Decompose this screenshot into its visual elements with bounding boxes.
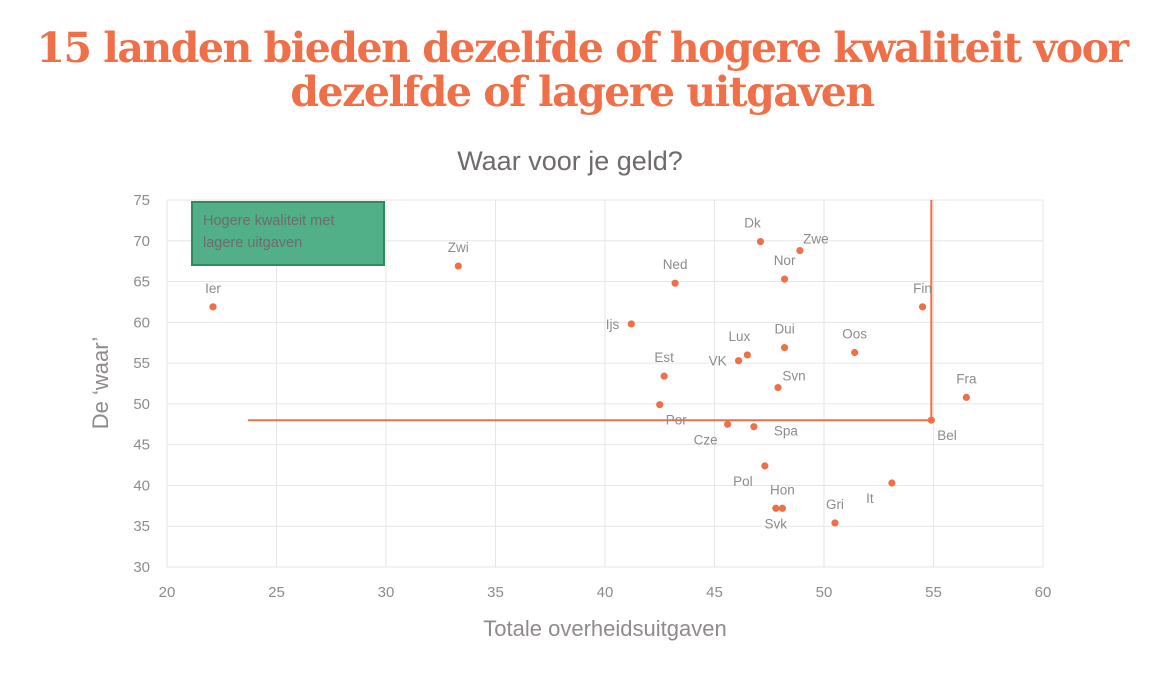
- chart-title: Waar voor je geld?: [457, 146, 683, 176]
- point-label-nor: Nor: [774, 253, 796, 268]
- headline: 15 landen bieden dezelfde of hogere kwal…: [0, 26, 1164, 114]
- annotation-text-line-1: Hogere kwaliteit met: [203, 213, 334, 229]
- data-point-por: [656, 401, 664, 409]
- data-point-pol: [761, 462, 769, 470]
- point-label-svk: Svk: [765, 516, 788, 531]
- y-tick-label: 45: [133, 437, 150, 454]
- y-tick-label: 30: [133, 559, 150, 576]
- point-label-oos: Oos: [842, 327, 867, 342]
- x-tick-label: 25: [268, 584, 285, 601]
- axis-ticks: 30 35 40 45 50 55 60 65 70 75 20 25 30 35 40 45 50 55 60: [133, 192, 1051, 601]
- y-axis-label: De ‘waar’: [88, 337, 113, 430]
- data-point-ier: [209, 303, 217, 311]
- data-point-svn: [774, 383, 782, 392]
- data-point-est: [660, 372, 668, 380]
- data-point-oos: [851, 348, 859, 357]
- data-point-ned: [671, 279, 679, 287]
- point-label-dk: Dk: [744, 216, 761, 231]
- reference-lines: [248, 200, 933, 422]
- point-label-gri: Gri: [826, 497, 844, 512]
- point-label-fra: Fra: [956, 371, 977, 386]
- headline-line-2: dezelfde of lagere uitgaven: [290, 68, 875, 116]
- y-tick-label: 70: [133, 233, 150, 250]
- point-label-est: Est: [654, 350, 674, 365]
- point-label-pol: Pol: [733, 474, 753, 489]
- y-tick-label: 50: [133, 396, 150, 413]
- point-label-zwe: Zwe: [803, 232, 829, 247]
- point-label-vk: VK: [709, 354, 727, 369]
- y-tick-label: 35: [133, 518, 150, 535]
- annotation-box: Hogere kwaliteit met lagere uitgaven: [191, 201, 385, 266]
- x-tick-label: 20: [159, 584, 176, 601]
- data-point-bel: [927, 416, 935, 424]
- point-label-hon: Hon: [770, 482, 795, 497]
- point-label-ier: Ier: [205, 281, 221, 296]
- point-label-por: Por: [666, 413, 688, 428]
- y-tick-label: 55: [133, 355, 150, 372]
- x-axis-label: Totale overheidsuitgaven: [483, 616, 726, 641]
- data-point-dk: [756, 237, 765, 246]
- point-label-svn: Svn: [782, 369, 805, 384]
- data-point-gri: [831, 519, 839, 527]
- data-point-spa: [750, 423, 758, 431]
- point-label-spa: Spa: [774, 424, 799, 439]
- point-label-bel: Bel: [937, 428, 957, 443]
- y-tick-label: 40: [133, 477, 150, 494]
- data-point-nor: [780, 275, 789, 283]
- data-point-ijs: [627, 320, 635, 328]
- data-point-vk: [734, 357, 743, 365]
- y-tick-label: 60: [133, 314, 150, 331]
- data-point-fin: [918, 303, 927, 311]
- data-point-cze: [724, 420, 732, 428]
- x-tick-label: 55: [925, 584, 942, 601]
- gridlines: [166, 199, 1044, 568]
- y-tick-label: 65: [133, 274, 150, 291]
- data-point-zwe: [796, 246, 804, 255]
- annotation-text-line-2: lagere uitgaven: [203, 235, 302, 251]
- point-label-zwi: Zwi: [448, 240, 469, 255]
- point-label-it: It: [866, 491, 874, 506]
- data-point-it: [888, 479, 896, 487]
- x-tick-label: 35: [487, 584, 504, 601]
- point-label-fin: Fin: [913, 281, 932, 296]
- headline-line-1: 15 landen bieden dezelfde of hogere kwal…: [36, 24, 1129, 72]
- data-point-dui: [780, 344, 789, 352]
- x-tick-label: 40: [597, 584, 614, 601]
- x-tick-label: 50: [816, 584, 833, 601]
- x-tick-label: 60: [1035, 584, 1052, 601]
- point-label-dui: Dui: [774, 322, 794, 337]
- data-point-zwi: [454, 262, 462, 270]
- point-label-ijs: Ijs: [606, 317, 620, 332]
- x-tick-label: 30: [378, 584, 395, 601]
- point-label-lux: Lux: [728, 329, 750, 344]
- data-point-svk: [772, 504, 780, 512]
- y-tick-label: 75: [133, 192, 150, 209]
- data-point-lux: [743, 351, 751, 359]
- x-tick-label: 45: [706, 584, 723, 601]
- point-label-ned: Ned: [663, 257, 688, 272]
- point-label-cze: Cze: [694, 432, 718, 447]
- annotation-rect: [191, 201, 385, 266]
- data-point-fra: [962, 393, 970, 401]
- data-point-hon: [778, 504, 786, 512]
